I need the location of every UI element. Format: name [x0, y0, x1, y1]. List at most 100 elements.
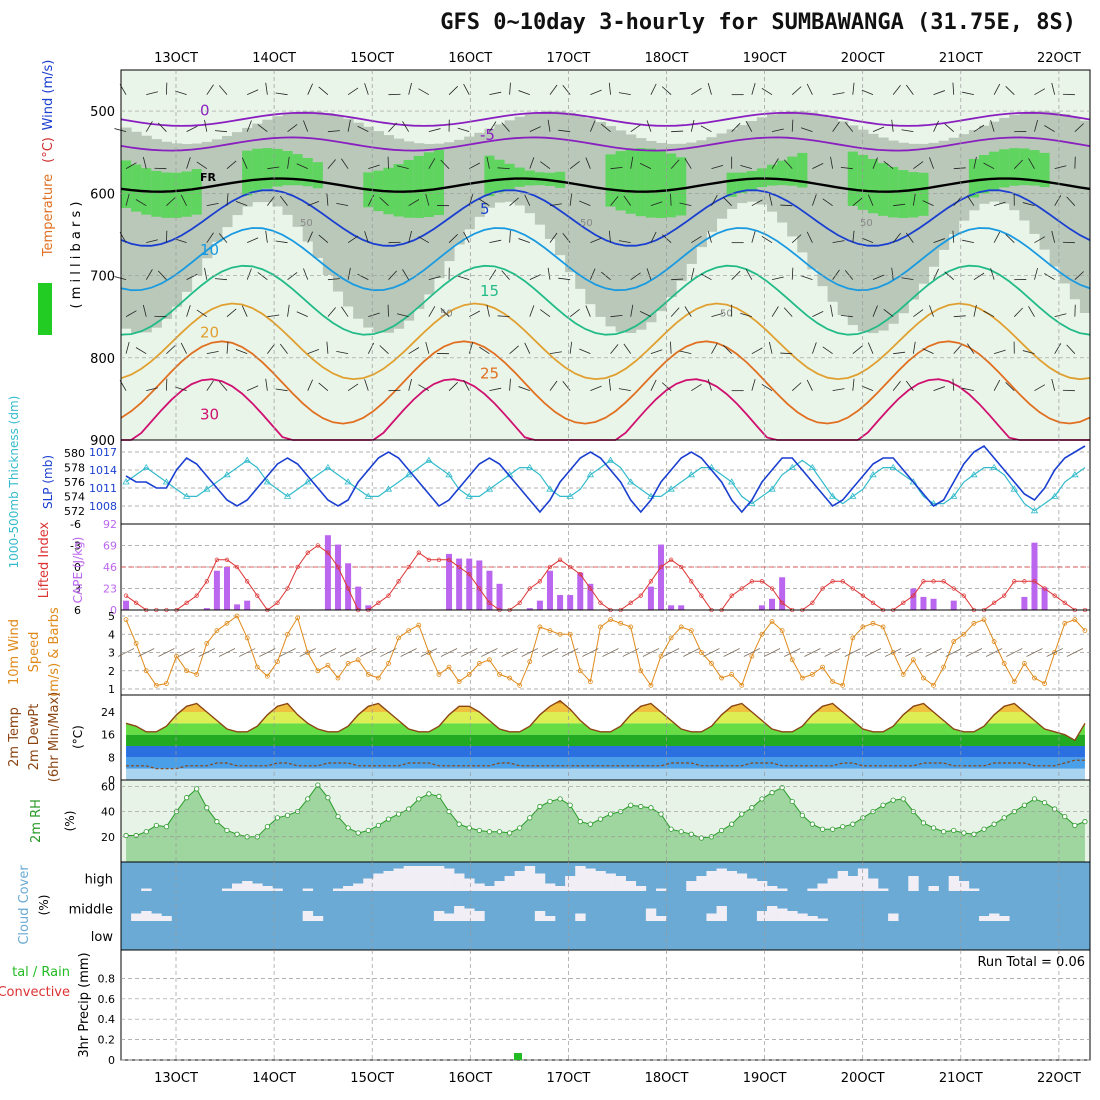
rh-moist-shade [968, 158, 980, 198]
thickness-point [122, 478, 130, 485]
wind-barb [226, 308, 237, 317]
wind-barb [852, 378, 855, 391]
rh-shade [928, 142, 940, 267]
wind-barb [585, 305, 591, 317]
wind-barb [186, 157, 191, 169]
thickness-point [566, 492, 574, 499]
wind-barb [440, 648, 458, 657]
wind-barb [861, 89, 874, 96]
wind-barb [307, 231, 313, 243]
wind-speed-point [476, 661, 482, 666]
cloud-cover-bar [474, 883, 485, 891]
ylabel-precip: 3hr Precip (mm) [77, 952, 92, 1057]
wind-barb [812, 342, 817, 354]
x-tick-label-top: 13OCT [154, 51, 198, 66]
thickness-tick-label: 578 [64, 462, 85, 475]
wind-barb [691, 383, 702, 392]
rh-moist-shade [867, 158, 879, 214]
wind-barb [457, 275, 470, 281]
wind-barb [791, 86, 802, 95]
rh-shade [686, 142, 697, 264]
wind-speed-point [1021, 661, 1027, 666]
cloud-cover-bar [837, 871, 849, 891]
wind-speed-point [739, 682, 745, 688]
wind-barb [396, 313, 409, 318]
wind-barb [524, 194, 531, 206]
rh-point [365, 827, 371, 834]
rh-point [143, 829, 149, 835]
wind-barb [791, 382, 802, 391]
rh-point [1021, 802, 1027, 808]
wind-tick-label: 3 [108, 647, 115, 660]
lifted-index-point [214, 557, 220, 562]
cloud-cover-bar [383, 871, 394, 891]
wind-barb [883, 160, 894, 169]
wind-speed-point [264, 673, 270, 679]
lifted-index-point [759, 579, 765, 584]
wind-barb [844, 270, 854, 280]
lifted-index-point [446, 557, 452, 562]
wind-speed-point [305, 650, 311, 655]
wind-barb [806, 379, 813, 391]
thickness-point [950, 492, 958, 499]
wind-barb [1022, 202, 1035, 207]
wind-barb [569, 160, 580, 169]
wind-speed-point [224, 620, 230, 626]
wind-speed-point [254, 664, 260, 670]
wind-barb [463, 379, 470, 391]
rh-point [809, 821, 816, 827]
cloud-cover-bar [585, 868, 596, 891]
lifted-index-line [125, 544, 1085, 611]
lifted-index-point [931, 579, 936, 584]
wind-barb [497, 315, 510, 318]
cape-bar [335, 544, 342, 610]
thickness-tick-label: 580 [64, 447, 85, 460]
lifted-index-point [234, 564, 240, 570]
wind-barb [336, 350, 349, 355]
wind-barb [679, 202, 692, 207]
rh-shade [575, 115, 586, 289]
wind-barb [448, 234, 458, 243]
cloud-cover-bar [948, 876, 960, 891]
wind-barb [1051, 82, 1056, 95]
rh-point [1041, 800, 1048, 806]
wind-barb [418, 88, 430, 96]
wind-barb [993, 201, 1006, 207]
ylabel-temp-line: 2m DewPt [27, 704, 42, 771]
cape-bar [446, 553, 453, 610]
wind-barb [722, 196, 732, 206]
wind-speed-point [466, 672, 472, 677]
y-tick-label: 500 [90, 105, 115, 120]
rh-point [557, 796, 563, 802]
cloud-cover-bar [999, 916, 1010, 921]
ylabel-temperature: Temperature [41, 174, 56, 257]
wind-barb [691, 87, 702, 96]
wind-barb [944, 123, 954, 132]
rh-shade [403, 141, 415, 321]
wind-barb [840, 315, 853, 318]
rh-contour-label: 50 [580, 218, 593, 229]
lifted-index-point [628, 600, 633, 605]
rh-shade [131, 131, 142, 333]
cloud-cover-bar [544, 916, 556, 921]
lifted-index-point [578, 572, 583, 577]
x-tick-label-bottom: 17OCT [547, 1071, 591, 1086]
thickness-point [142, 463, 150, 470]
rh-shade [837, 121, 849, 315]
wind-barb [360, 648, 377, 657]
wind-barb [650, 349, 663, 355]
rh-shade [474, 132, 485, 217]
rh-point [900, 796, 906, 802]
rh-point [325, 795, 331, 801]
wind-barb [117, 648, 135, 657]
cloud-cover-bar [262, 886, 273, 891]
thickness-point [869, 471, 877, 478]
wind-barb [1044, 273, 1055, 281]
rh-shade [413, 143, 425, 309]
cape-bar [577, 572, 584, 610]
thickness-point [546, 485, 554, 492]
rh-shade [948, 137, 960, 235]
wind-speed-point [1052, 650, 1058, 655]
wind-speed-point [931, 682, 936, 688]
wind-barb [912, 341, 916, 354]
